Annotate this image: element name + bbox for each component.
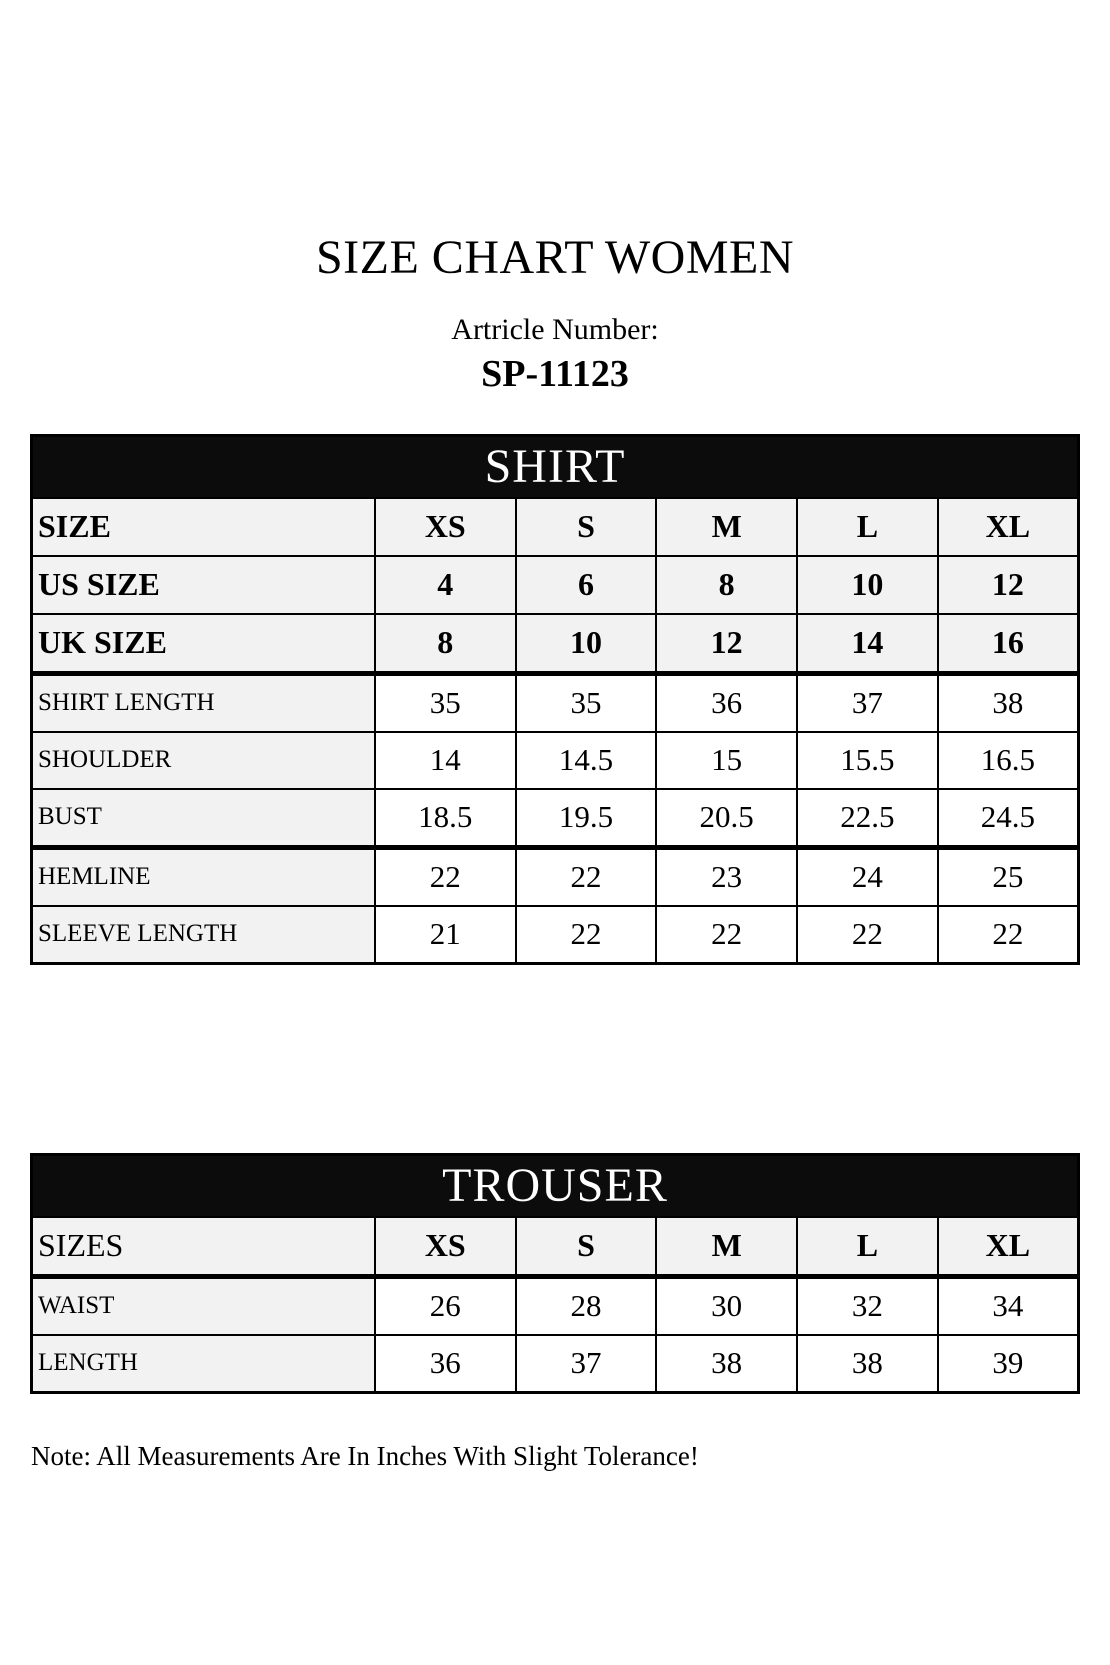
trouser-size-table: TROUSER SIZES XS S M L XL WAIST 26 28 30… (30, 1152, 1080, 1394)
table-row: WAIST 26 28 30 32 34 (30, 1275, 1080, 1336)
cell-value: 28 (514, 1275, 658, 1336)
cell-value: 14.5 (514, 730, 658, 790)
cell-value: 32 (796, 1275, 939, 1336)
cell-value: 21 (373, 904, 517, 965)
table-row: SIZES XS S M L XL (30, 1215, 1080, 1279)
cell-value: 10 (514, 612, 658, 676)
shirt-size-table: SHIRT SIZE XS S M L XL US SIZE 4 6 8 10 … (30, 433, 1080, 965)
shirt-table-title: SHIRT (30, 434, 1080, 499)
cell-value: 38 (936, 672, 1080, 733)
cell-value: 38 (655, 1333, 799, 1394)
cell-value: 15 (655, 730, 799, 790)
cell-value: S (514, 496, 658, 557)
cell-value: L (796, 1215, 939, 1279)
cell-value: 15.5 (796, 730, 939, 790)
cell-value: 18.5 (373, 787, 517, 850)
cell-value: 23 (655, 846, 799, 907)
table-row: SIZE XS S M L XL (30, 496, 1080, 557)
cell-value: 22 (655, 904, 799, 965)
article-number-value: SP-11123 (481, 353, 629, 396)
row-label: SIZE (30, 496, 376, 557)
cell-value: 12 (655, 612, 799, 676)
cell-value: 22 (514, 904, 658, 965)
cell-value: 10 (796, 554, 939, 615)
cell-value: 4 (373, 554, 517, 615)
cell-value: M (655, 496, 799, 557)
cell-value: L (796, 496, 939, 557)
page-title: SIZE CHART WOMEN (315, 231, 794, 284)
row-label: SHOULDER (30, 730, 376, 790)
cell-value: 24.5 (936, 787, 1080, 850)
cell-value: 34 (936, 1275, 1080, 1336)
cell-value: 22 (373, 846, 517, 907)
cell-value: XL (936, 1215, 1080, 1279)
row-label: HEMLINE (30, 846, 376, 907)
row-label: US SIZE (30, 554, 376, 615)
cell-value: XL (936, 496, 1080, 557)
cell-value: XS (373, 1215, 517, 1279)
cell-value: 30 (655, 1275, 799, 1336)
cell-value: 8 (655, 554, 799, 615)
cell-value: 19.5 (514, 787, 658, 850)
cell-value: 35 (514, 672, 658, 733)
cell-value: 24 (796, 846, 939, 907)
table-row: BUST 18.5 19.5 20.5 22.5 24.5 (30, 787, 1080, 850)
cell-value: 36 (655, 672, 799, 733)
cell-value: 37 (796, 672, 939, 733)
cell-value: 22 (936, 904, 1080, 965)
table-row: SLEEVE LENGTH 21 22 22 22 22 (30, 904, 1080, 965)
table-row: HEMLINE 22 22 23 24 25 (30, 846, 1080, 907)
cell-value: 12 (936, 554, 1080, 615)
table-row: LENGTH 36 37 38 38 39 (30, 1333, 1080, 1394)
cell-value: 36 (373, 1333, 517, 1394)
row-label: UK SIZE (30, 612, 376, 676)
cell-value: M (655, 1215, 799, 1279)
cell-value: XS (373, 496, 517, 557)
shirt-header-row: SHIRT (30, 434, 1080, 499)
cell-value: 22 (796, 904, 939, 965)
table-row: US SIZE 4 6 8 10 12 (30, 554, 1080, 615)
table-row: SHOULDER 14 14.5 15 15.5 16.5 (30, 730, 1080, 790)
row-label: SIZES (30, 1215, 376, 1279)
article-number-label: Artricle Number: (451, 313, 659, 347)
cell-value: 20.5 (655, 787, 799, 850)
trouser-table-title: TROUSER (30, 1153, 1080, 1218)
cell-value: 25 (936, 846, 1080, 907)
cell-value: 8 (373, 612, 517, 676)
measurement-note: Note: All Measurements Are In Inches Wit… (31, 1440, 699, 1471)
cell-value: 38 (796, 1333, 939, 1394)
table-row: SHIRT LENGTH 35 35 36 37 38 (30, 672, 1080, 733)
trouser-header-row: TROUSER (30, 1153, 1080, 1218)
cell-value: 16 (936, 612, 1080, 676)
cell-value: 37 (514, 1333, 658, 1394)
cell-value: S (514, 1215, 658, 1279)
cell-value: 6 (514, 554, 658, 615)
table-row: UK SIZE 8 10 12 14 16 (30, 612, 1080, 676)
cell-value: 16.5 (936, 730, 1080, 790)
row-label: SHIRT LENGTH (30, 672, 376, 733)
cell-value: 22.5 (796, 787, 939, 850)
row-label: WAIST (30, 1275, 376, 1336)
row-label: LENGTH (30, 1333, 376, 1394)
cell-value: 14 (796, 612, 939, 676)
cell-value: 35 (373, 672, 517, 733)
cell-value: 14 (373, 730, 517, 790)
cell-value: 22 (514, 846, 658, 907)
row-label: SLEEVE LENGTH (30, 904, 376, 965)
cell-value: 26 (373, 1275, 517, 1336)
cell-value: 39 (936, 1333, 1080, 1394)
row-label: BUST (30, 787, 376, 850)
